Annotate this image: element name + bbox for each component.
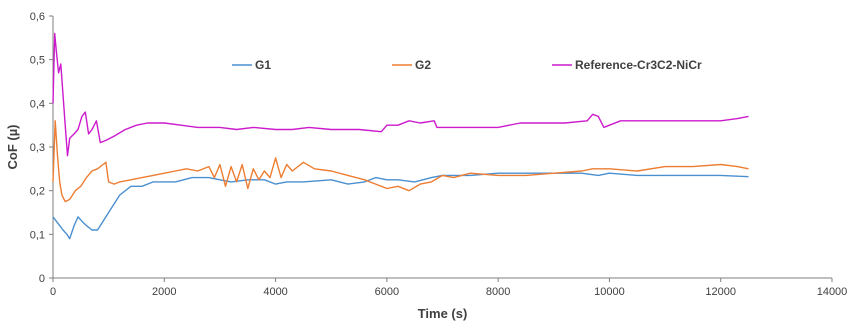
legend: G1 G2 Reference-Cr3C2-NiCr — [232, 58, 702, 72]
x-tick-label: 6000 — [375, 286, 399, 298]
x-tick-label: 4000 — [263, 286, 287, 298]
x-tick-label: 10000 — [594, 286, 625, 298]
series-layer — [52, 32, 749, 240]
series-line-g1 — [52, 172, 749, 240]
y-axis-title: CoF (µ) — [5, 124, 20, 169]
x-tick-label: 14000 — [817, 286, 848, 298]
series-line-g2 — [52, 120, 749, 203]
y-tick-label: 0,1 — [30, 229, 45, 241]
series-line-reference-cr3c2-nicr — [52, 32, 749, 157]
axes: 0 0,1 0,2 0,3 0,4 0,5 0,6 0 2000 4000 6000 8000 1000… — [30, 11, 848, 298]
x-axis-title: Time (s) — [418, 306, 468, 321]
legend-label: G2 — [415, 58, 431, 72]
y-tick-label: 0,5 — [30, 55, 45, 67]
legend-label: G1 — [255, 58, 271, 72]
x-tick-label: 0 — [50, 286, 56, 298]
y-tick-label: 0,4 — [30, 98, 45, 110]
legend-label: Reference-Cr3C2-NiCr — [575, 58, 702, 72]
x-tick-label: 8000 — [486, 286, 510, 298]
x-tick-label: 2000 — [152, 286, 176, 298]
y-tick-label: 0 — [39, 273, 45, 285]
y-tick-label: 0,2 — [30, 186, 45, 198]
y-tick-label: 0,6 — [30, 11, 45, 23]
x-tick-label: 12000 — [705, 286, 736, 298]
y-tick-label: 0,3 — [30, 142, 45, 154]
